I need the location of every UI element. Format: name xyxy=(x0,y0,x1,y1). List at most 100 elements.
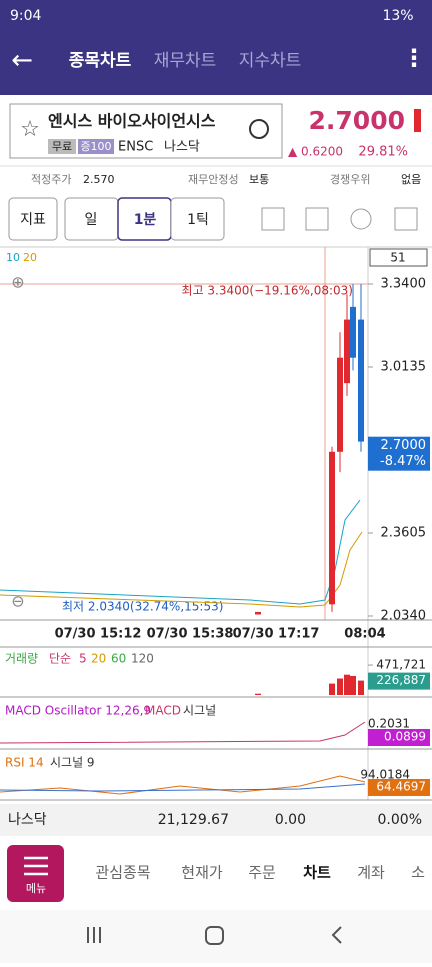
menu-label: 메뉴 xyxy=(26,882,46,895)
volume-bar xyxy=(337,678,343,695)
menu-button[interactable]: ⋮ xyxy=(402,44,426,72)
current-value: 226,887 xyxy=(376,673,426,687)
panel-title: 5 xyxy=(79,652,87,666)
candle-body xyxy=(344,319,350,384)
star[interactable]: ☆ xyxy=(20,117,40,142)
tag-bg xyxy=(78,139,114,154)
index-name: 나스닥 xyxy=(8,812,47,828)
stock-name: 엔시스 바이오사이언시스 xyxy=(48,112,216,131)
candle-body xyxy=(255,611,261,615)
home-button[interactable] xyxy=(205,926,224,945)
volume-bar xyxy=(358,680,364,695)
tools-icon[interactable] xyxy=(394,207,418,231)
tag: 무료 xyxy=(52,140,72,153)
nav-item[interactable]: 주문 xyxy=(248,864,276,882)
back-nav[interactable] xyxy=(331,926,342,944)
volume-bar xyxy=(255,693,261,695)
candle-body xyxy=(329,451,335,605)
nav-item[interactable]: 계좌 xyxy=(357,864,385,882)
current-value: 0.0899 xyxy=(384,730,426,744)
tab[interactable]: 지수차트 xyxy=(239,51,302,71)
ma-line xyxy=(0,499,361,605)
panel-title: RSI 14 xyxy=(5,756,44,770)
system-nav xyxy=(0,910,432,963)
current-pct: -8.47% xyxy=(380,454,426,469)
settings-icon[interactable] xyxy=(350,208,372,230)
price: 2.7000 xyxy=(309,106,405,135)
current-price: 2.7000 xyxy=(381,438,427,453)
panel-title: 단순 xyxy=(49,652,71,666)
value-box xyxy=(368,672,430,690)
volume-bar xyxy=(344,674,350,695)
index-value: 21,129.67 xyxy=(158,812,229,828)
panel-title: MACD xyxy=(145,704,181,718)
change: ▲ 0.6200 xyxy=(288,145,343,159)
info-value: 2.570 xyxy=(83,173,115,186)
count: 51 xyxy=(390,251,405,265)
low-note: 최저 2.0340(32.74%,15:53) xyxy=(62,600,223,614)
nav-item[interactable]: 현재가 xyxy=(181,864,223,882)
layout-icon[interactable] xyxy=(261,207,285,231)
legend-item: 10 xyxy=(6,251,20,264)
change-pct: 29.81% xyxy=(358,145,408,160)
back-button[interactable]: ← xyxy=(11,46,33,76)
button[interactable] xyxy=(8,197,58,241)
current-box xyxy=(368,436,430,471)
current-value: 64.4697 xyxy=(376,780,426,794)
volume-bar xyxy=(350,675,356,695)
y-tick-label: 2.0340 xyxy=(381,609,427,624)
button-label: 1틱 xyxy=(187,212,209,228)
time: 9:04 xyxy=(10,8,42,24)
info-value: 보통 xyxy=(249,173,269,186)
button-label: 지표 xyxy=(20,212,46,228)
tab[interactable]: 종목차트 xyxy=(69,51,132,71)
recent-button[interactable] xyxy=(87,927,101,943)
panel-title: 120 xyxy=(131,652,154,666)
axis-label: 0.2031 xyxy=(368,717,410,731)
index-change: 0.00 xyxy=(275,812,306,828)
panel-title: MACD Oscillator 12,26,9 xyxy=(5,704,151,718)
nav-item[interactable]: 소 xyxy=(411,864,425,882)
candle-body xyxy=(358,319,364,442)
battery: 13% xyxy=(382,8,413,24)
ma-line xyxy=(0,531,363,608)
y-tick-label: 2.3605 xyxy=(381,526,427,541)
button[interactable] xyxy=(170,197,225,241)
zoom-icon[interactable]: ⊖ xyxy=(11,592,24,611)
x-tick-label: 07/30 17:17 xyxy=(233,627,320,642)
count-box xyxy=(369,248,428,267)
info-label: 경쟁우위 xyxy=(330,173,370,186)
button-label: 일 xyxy=(85,212,98,228)
ticker: ENSC xyxy=(118,140,153,155)
search-icon[interactable] xyxy=(249,119,269,139)
info-value: 없음 xyxy=(401,173,421,186)
button-label: 1분 xyxy=(134,212,157,228)
panel-title: 시그널 xyxy=(183,704,216,718)
panel-title: 거래량 xyxy=(5,652,38,666)
legend-item: 20 xyxy=(23,251,37,264)
market: 나스닥 xyxy=(164,140,200,155)
y-tick-label: 3.3400 xyxy=(381,277,427,292)
y-tick-label: 3.0135 xyxy=(381,360,427,375)
tag-bg xyxy=(48,139,76,154)
tab[interactable]: 재무차트 xyxy=(154,51,217,71)
nav-item[interactable]: 관심종목 xyxy=(95,864,150,882)
x-tick-label: 07/30 15:38 xyxy=(147,627,234,642)
price-bar xyxy=(414,109,421,132)
chart-marks: 3.3400 3.0135 2.3605 2.0340 07/30 15:12 07/30… xyxy=(55,277,430,695)
index-row-bg xyxy=(0,804,432,836)
panel-title: 시그널 9 xyxy=(50,756,95,770)
panel-title: 20 xyxy=(91,652,106,666)
info-label: 재무안정성 xyxy=(188,173,239,186)
expand-icon[interactable] xyxy=(305,207,329,231)
y-tick-label: 471,721 xyxy=(376,658,426,672)
candle-body xyxy=(350,306,356,358)
zoom-icon[interactable]: ⊕ xyxy=(11,273,24,292)
macd-line xyxy=(0,721,366,744)
header-bg xyxy=(0,0,432,95)
candle-body xyxy=(337,357,343,452)
x-tick-label: 07/30 15:12 xyxy=(55,627,142,642)
nav-item[interactable]: 차트 xyxy=(303,864,331,882)
value-box xyxy=(368,729,430,746)
